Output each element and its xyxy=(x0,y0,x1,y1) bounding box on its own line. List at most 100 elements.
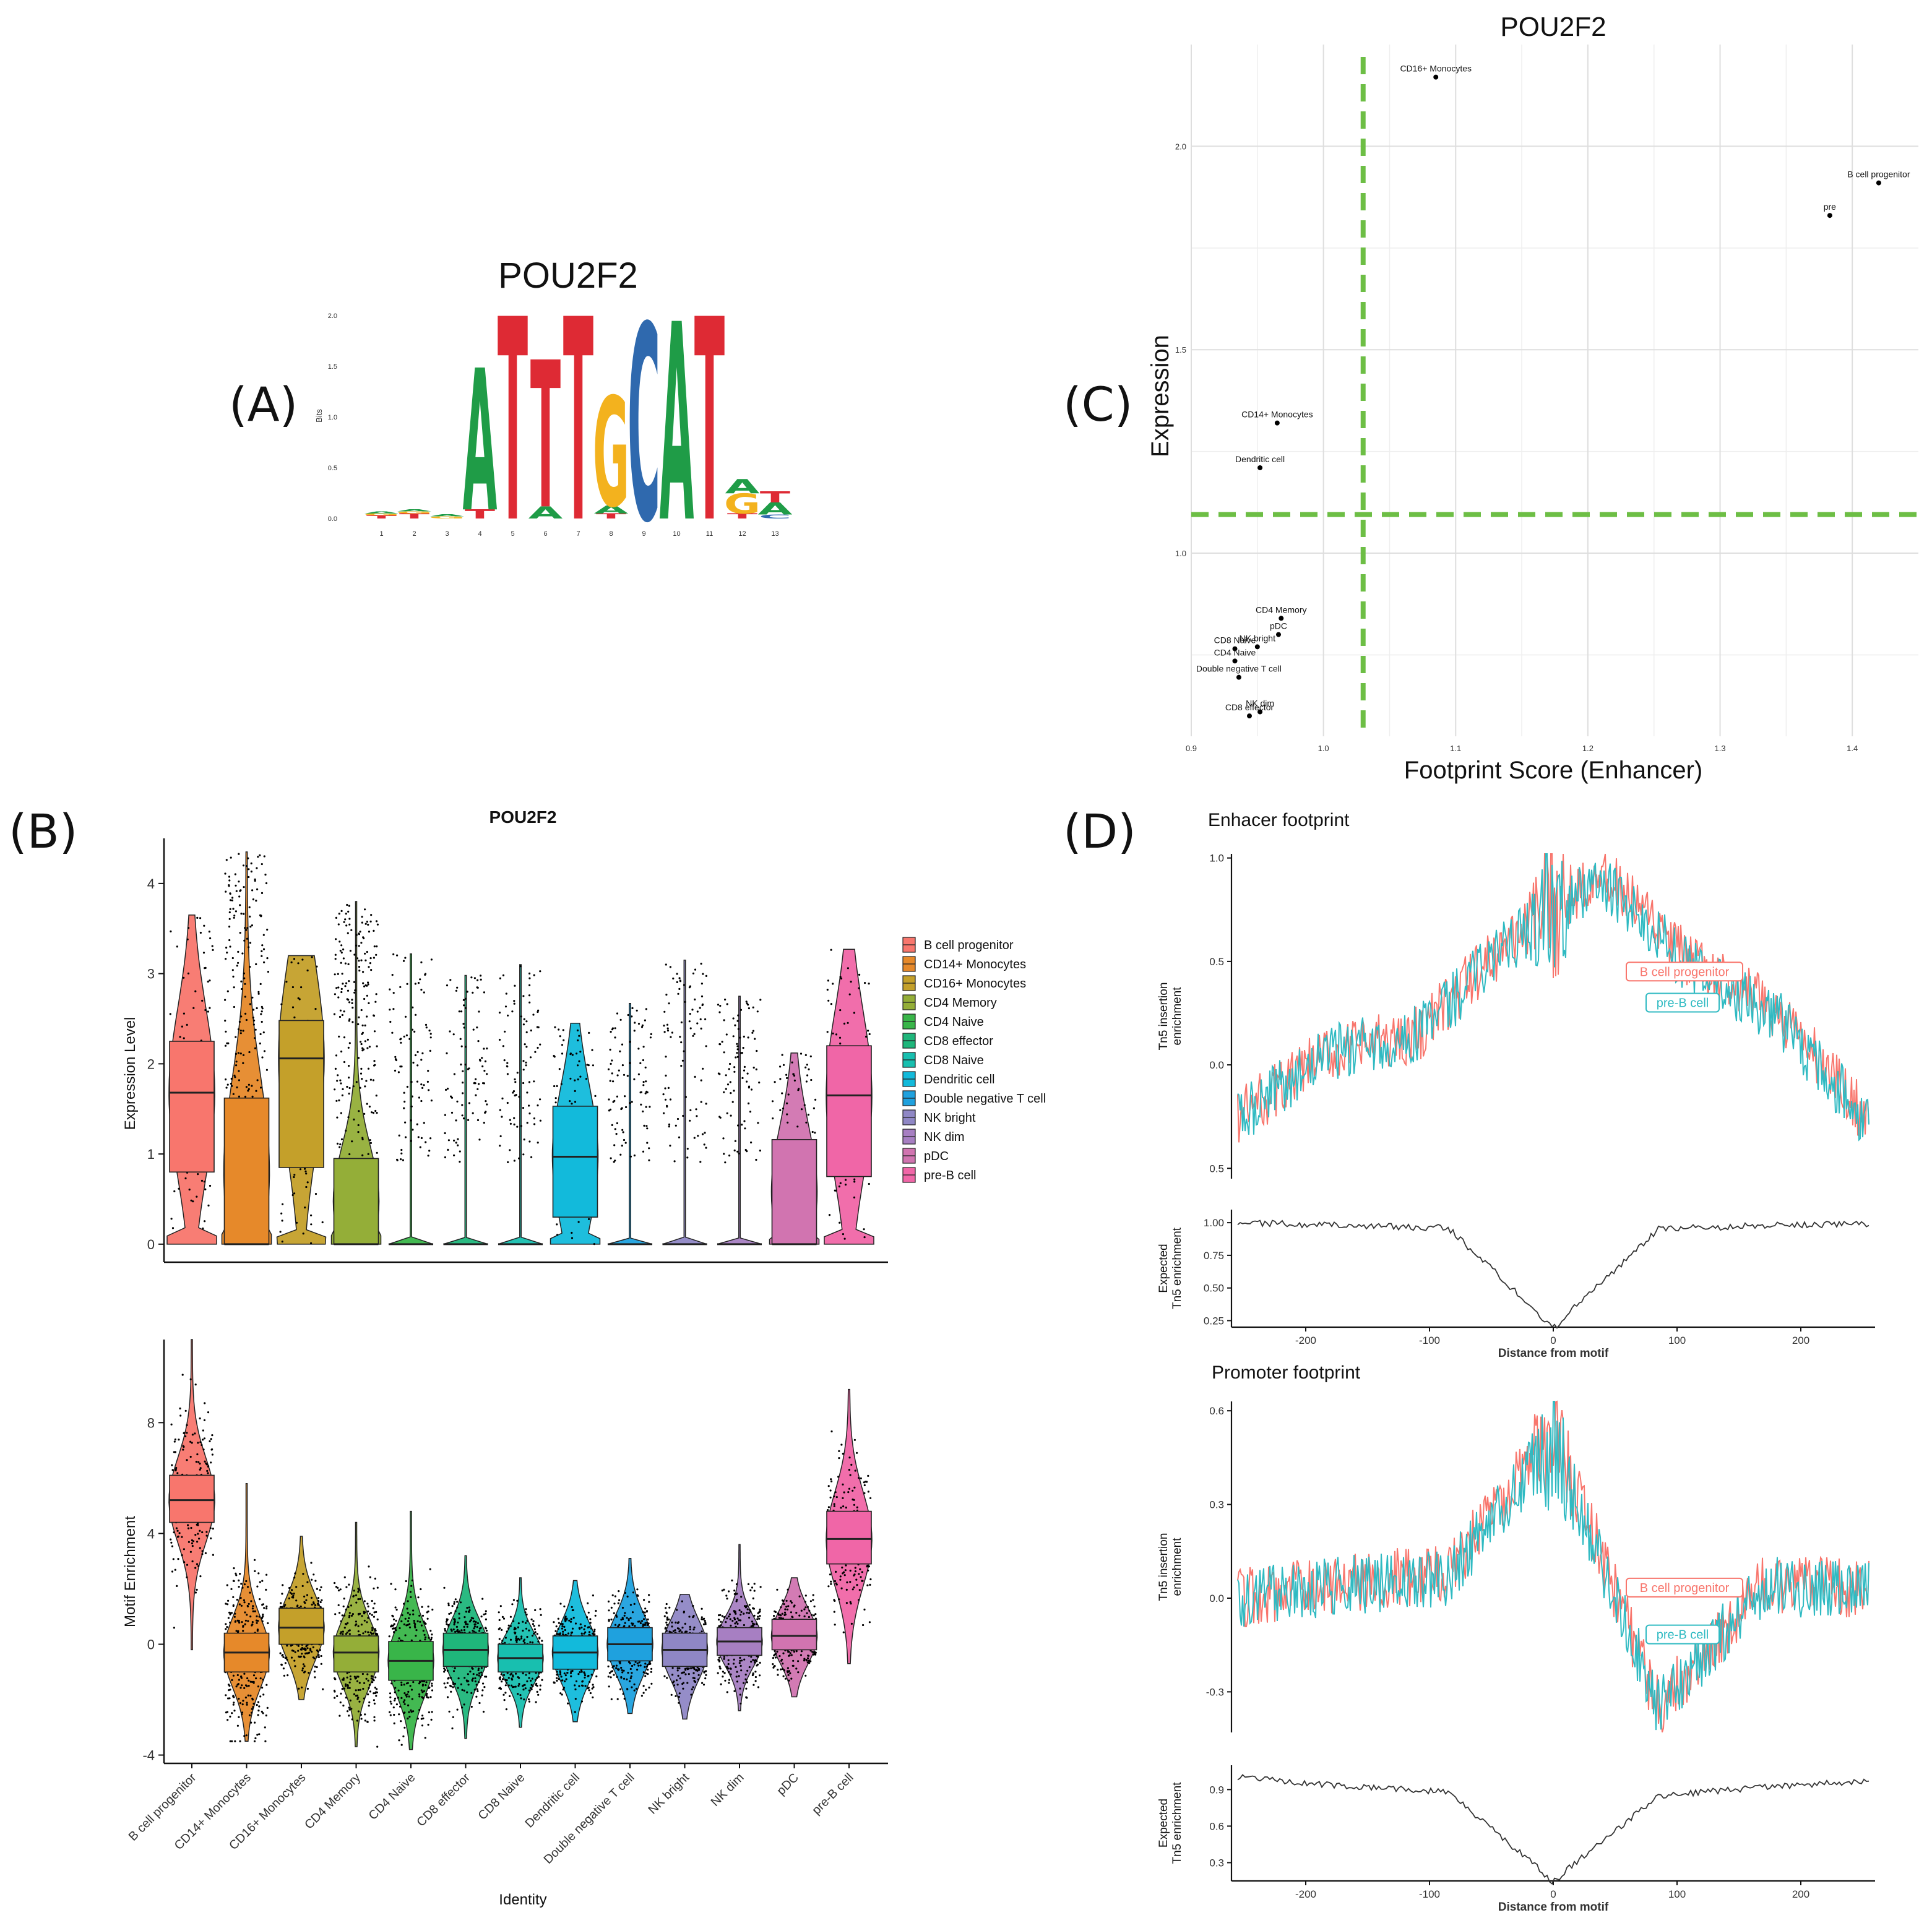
scatter-point-cd8-effector xyxy=(1247,713,1252,719)
box-cd16-monocytes xyxy=(278,1607,324,1645)
scatter-label-cd8-naive: CD8 Naive xyxy=(1214,635,1256,645)
scatter-label-pdc: pDC xyxy=(1270,621,1287,631)
violin-pdc xyxy=(769,1052,820,1245)
sub-ytick-0: 0.3 xyxy=(1209,1857,1224,1869)
label-b-cell-progenitor: B cell progenitor xyxy=(1640,1581,1730,1595)
violin-b-cell-progenitor xyxy=(166,914,217,1245)
xtick-0: -200 xyxy=(1295,1335,1316,1346)
label-box-pre-b-cell xyxy=(1645,992,1720,1013)
logo-ytick-1: 0.5 xyxy=(328,465,337,472)
scatter-ylabel: Expression xyxy=(1147,335,1174,457)
logo-position-1: 1 xyxy=(379,530,383,538)
scatter-label-nk-bright: NK bright xyxy=(1240,633,1275,643)
ytick-label-4: 4 xyxy=(147,1526,155,1541)
box-pdc xyxy=(771,1619,817,1651)
ytick-label-0: 0 xyxy=(147,1237,155,1252)
logo-letter-13-T: T xyxy=(760,488,790,506)
ytick-label-0: 0 xyxy=(147,1637,155,1652)
label-box-b-cell-progenitor xyxy=(1626,962,1743,982)
expression-violin-chart: Expression Level 0 1 2 3 4 B cell progenitor… xyxy=(122,838,1046,1263)
logo-letter-12-T: T xyxy=(727,512,757,520)
sub-ytick-1: 0.50 xyxy=(1204,1283,1224,1294)
violin-cd8-effector xyxy=(442,1555,489,1739)
panel-b-violins: POU2F2 Expression Level 0 1 2 3 4 B cell pro… xyxy=(122,807,1046,1908)
violin-double-negative-t-cell xyxy=(606,1557,653,1714)
scatter-points: CD16+ Monocytes B cell progenitor pre CD14+… xyxy=(1196,64,1910,719)
logo-position-7: 7 xyxy=(576,530,580,538)
scatter-title: POU2F2 xyxy=(1500,12,1606,42)
violin-points-cd4-naive xyxy=(389,953,433,1161)
motif-xlabel: Identity xyxy=(499,1891,546,1908)
label-b-cell-progenitor: B cell progenitor xyxy=(1640,965,1730,979)
scatter-label-cd4-naive: CD4 Naive xyxy=(1214,647,1256,657)
scatter-point-cd4-memory xyxy=(1279,616,1284,621)
label-pre-b-cell: pre-B cell xyxy=(1657,996,1709,1010)
legend-label-double-negative-t-cell: Double negative T cell xyxy=(924,1092,1046,1106)
cell-type-legend: B cell progenitor CD14+ Monocytes CD16+ Mo… xyxy=(902,937,1046,1183)
expected-enrichment-line xyxy=(1237,1774,1869,1885)
ytick-label-3: 3 xyxy=(147,966,155,982)
threshold-lines xyxy=(1191,57,1918,736)
box-b-cell-progenitor xyxy=(169,1041,215,1173)
violin-shape-nk-dim xyxy=(717,996,762,1245)
logo-yticks: 0.0 0.5 1.0 1.5 2.0 xyxy=(328,312,337,523)
logo-letter-1-T: T xyxy=(366,515,397,520)
logo-letter-2-T: T xyxy=(399,512,429,520)
main-ylabel-line-2: enrichment xyxy=(1171,1538,1184,1596)
xtick-2: 0 xyxy=(1550,1888,1556,1900)
legend-label-cd4-memory: CD4 Memory xyxy=(924,996,997,1010)
box-cd16-monocytes xyxy=(278,1020,324,1168)
scatter-label-dendritic-cell: Dendritic cell xyxy=(1235,454,1285,464)
scatter-point-cd16-monocytes xyxy=(1433,74,1439,80)
violin-nk-bright xyxy=(662,960,707,1245)
box-cd4-memory xyxy=(333,1635,379,1673)
scatter-label-cd8-effector: CD8 effector xyxy=(1225,702,1274,712)
sub-ylabel-line-2: Tn5 enrichment xyxy=(1171,1227,1184,1309)
scatter-point-nk-dim xyxy=(1257,709,1263,715)
violin-points-nk-bright xyxy=(662,962,707,1163)
ytick-label-8: 8 xyxy=(147,1415,155,1430)
violin-cd4-memory xyxy=(332,1521,380,1748)
violin-title: POU2F2 xyxy=(489,807,557,827)
xtick-2: 0 xyxy=(1550,1335,1556,1346)
xtick-1: -100 xyxy=(1419,1888,1440,1900)
sub-ylabel-line-1: Expected xyxy=(1157,1799,1170,1848)
logo-letter-8-G: G xyxy=(593,367,629,541)
sub-ytick-2: 0.75 xyxy=(1204,1250,1224,1262)
scatter-label-pre: pre xyxy=(1824,202,1836,212)
violin-shape-cd8-effector xyxy=(443,974,488,1245)
logo-letter-6-T: T xyxy=(530,319,561,554)
logo-position-11: 11 xyxy=(706,530,713,538)
label-pre-b-cell: pre-B cell xyxy=(1657,1628,1709,1642)
box-b-cell-progenitor xyxy=(169,1474,215,1523)
violin-cd16-monocytes xyxy=(276,955,327,1245)
violin-cd14-monocytes xyxy=(223,1483,270,1742)
logo-letter-12-G: G xyxy=(724,488,761,520)
logo-ytick-0: 0.0 xyxy=(328,515,337,523)
panel-label-a: (A) xyxy=(229,377,298,432)
logo-letter-4-A: A xyxy=(463,329,498,556)
logo-position-12: 12 xyxy=(738,530,746,538)
legend-label-cd8-effector: CD8 effector xyxy=(924,1035,993,1048)
scatter-label-cd16-monocytes: CD16+ Monocytes xyxy=(1400,64,1472,74)
logo-position-13: 13 xyxy=(771,530,778,538)
violin-shape-nk-bright xyxy=(662,960,707,1245)
logo-position-3: 3 xyxy=(445,530,449,538)
scatter-ytick-0: 1.0 xyxy=(1175,549,1186,558)
ytick-label-4: 4 xyxy=(147,876,155,892)
scatter-point-dendritic-cell xyxy=(1257,465,1263,470)
logo-position-9: 9 xyxy=(642,530,645,538)
panel-c-scatter: POU2F2 0.9 1.0 1.1 1.2 1.3 1.4 1.0 1.5 2.0 Footp… xyxy=(1147,12,1918,784)
panel-label-d: (D) xyxy=(1063,804,1136,859)
violin-nk-dim xyxy=(717,996,762,1245)
scatter-point-pre xyxy=(1827,213,1832,218)
xlabel: Distance from motif xyxy=(1498,1347,1609,1360)
legend-label-pdc: pDC xyxy=(924,1150,949,1163)
violin-pre-b-cell xyxy=(824,949,874,1245)
violin-cd4-naive xyxy=(387,1510,434,1750)
motif-ylabel: Motif Enrichment xyxy=(122,1516,139,1627)
violin-cd4-memory xyxy=(330,901,382,1245)
logo-position-6: 6 xyxy=(543,530,547,538)
